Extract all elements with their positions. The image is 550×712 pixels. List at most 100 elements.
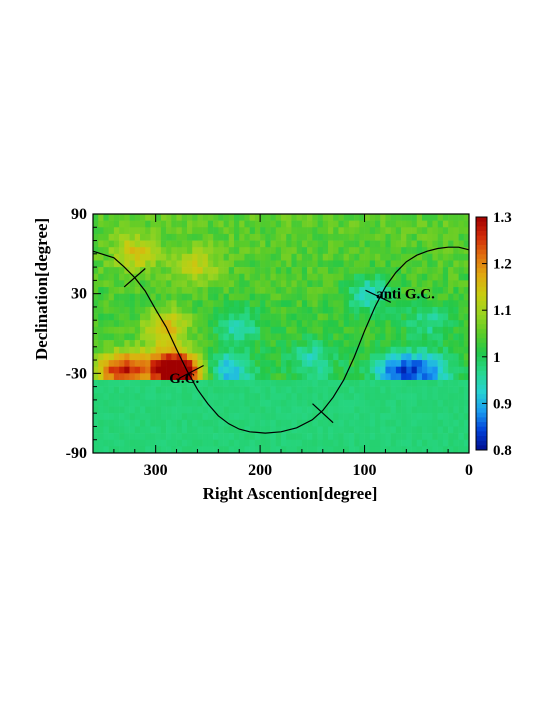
heatmap-cell	[202, 233, 209, 241]
marker-line	[123, 268, 146, 288]
heatmap-cell	[359, 366, 365, 374]
heatmap-cell	[354, 267, 360, 275]
heatmap-cell	[207, 306, 214, 314]
heatmap-cell	[281, 346, 287, 354]
heatmap-cell	[103, 399, 109, 407]
heatmap-cell	[390, 233, 397, 241]
heatmap-cell	[307, 260, 313, 268]
heatmap-cell	[338, 287, 344, 294]
heatmap-cell	[108, 413, 115, 421]
heatmap-cell	[129, 320, 136, 328]
heatmap-cell	[411, 306, 418, 314]
heatmap-cell	[338, 267, 344, 275]
heatmap-cell	[416, 386, 423, 394]
heatmap-cell	[265, 287, 271, 294]
heatmap-cell	[463, 326, 470, 334]
heatmap-cells	[93, 214, 470, 454]
heatmap-cell	[281, 419, 287, 427]
heatmap-cell	[328, 247, 334, 255]
heatmap-cell	[207, 280, 214, 288]
heatmap-cell	[317, 379, 324, 387]
heatmap-cell	[113, 326, 120, 334]
heatmap-cell	[265, 233, 271, 241]
heatmap-cell	[286, 320, 292, 328]
heatmap-cell	[364, 267, 371, 275]
heatmap-cell	[207, 287, 214, 294]
heatmap-cell	[213, 399, 219, 407]
heatmap-cell	[93, 214, 99, 221]
heatmap-cell	[218, 220, 224, 228]
heatmap-cell	[448, 306, 454, 314]
heatmap-cell	[171, 287, 177, 294]
heatmap-cell	[155, 273, 162, 281]
heatmap-cell	[140, 433, 146, 441]
heatmap-cell	[181, 227, 188, 235]
heatmap-cell	[354, 326, 360, 334]
heatmap-cell	[301, 253, 308, 261]
heatmap-cell	[348, 333, 355, 341]
heatmap-cell	[187, 333, 193, 341]
heatmap-cell	[463, 379, 470, 387]
colorbar-swatch	[476, 230, 487, 237]
heatmap-cell	[401, 439, 407, 447]
heatmap-cell	[317, 320, 324, 328]
heatmap-cell	[134, 419, 141, 427]
heatmap-cell	[448, 247, 454, 255]
heatmap-cell	[401, 446, 407, 454]
heatmap-cell	[390, 439, 397, 447]
heatmap-cell	[301, 379, 308, 387]
heatmap-cell	[416, 426, 423, 434]
heatmap-cell	[359, 406, 365, 414]
heatmap-cell	[359, 326, 365, 334]
heatmap-cell	[422, 413, 428, 421]
heatmap-cell	[458, 214, 465, 221]
heatmap-cell	[260, 413, 266, 421]
heatmap-cell	[160, 353, 167, 361]
heatmap-cell	[432, 433, 438, 441]
heatmap-cell	[448, 379, 454, 387]
heatmap-cell	[348, 399, 355, 407]
heatmap-cell	[108, 346, 115, 354]
heatmap-cell	[108, 439, 115, 447]
heatmap-cell	[228, 313, 235, 321]
heatmap-cell	[401, 280, 407, 288]
heatmap-cell	[348, 300, 355, 308]
heatmap-cell	[375, 413, 381, 421]
heatmap-cell	[181, 313, 188, 321]
heatmap-cell	[333, 353, 339, 361]
heatmap-cell	[286, 293, 292, 301]
heatmap-cell	[275, 340, 282, 348]
heatmap-cell	[322, 293, 329, 301]
heatmap-cell	[390, 280, 397, 288]
heatmap-cell	[380, 227, 386, 235]
heatmap-cell	[223, 233, 230, 241]
heatmap-cell	[239, 267, 245, 275]
heatmap-cell	[234, 346, 240, 354]
heatmap-cell	[249, 313, 256, 321]
heatmap-cell	[145, 340, 151, 348]
heatmap-cell	[453, 426, 459, 434]
heatmap-cell	[354, 333, 360, 341]
heatmap-cell	[422, 439, 428, 447]
x-axis-ticks: 300 200 100 0	[92, 214, 473, 479]
heatmap-cell	[359, 433, 365, 441]
heatmap-cell	[103, 340, 109, 348]
heatmap-cell	[249, 247, 256, 255]
heatmap-cell	[124, 287, 130, 294]
heatmap-cell	[239, 293, 245, 301]
heatmap-cell	[375, 439, 381, 447]
heatmap-cell	[244, 247, 250, 255]
heatmap-cell	[343, 346, 350, 354]
heatmap-cell	[312, 360, 318, 367]
heatmap-cell	[307, 253, 313, 261]
heatmap-cell	[401, 419, 407, 427]
heatmap-cell	[307, 227, 313, 235]
heatmap-cell	[275, 419, 282, 427]
heatmap-cell	[239, 379, 245, 387]
heatmap-cell	[463, 300, 470, 308]
heatmap-cell	[145, 273, 151, 281]
heatmap-cell	[286, 439, 292, 447]
heatmap-cell	[228, 419, 235, 427]
heatmap-cell	[228, 273, 235, 281]
heatmap-cell	[458, 426, 465, 434]
